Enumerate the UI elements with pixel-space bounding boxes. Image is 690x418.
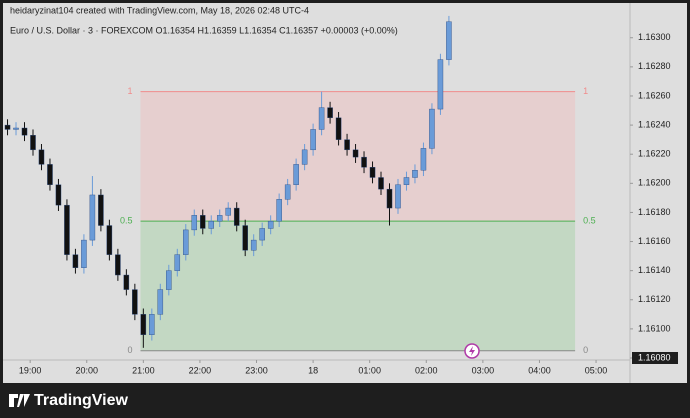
candle-body [81,239,87,268]
y-tick-label: 1.16160 [638,236,671,246]
y-tick-label: 1.16100 [638,323,671,333]
y-tick-label: 1.16200 [638,178,671,188]
candle-body [259,228,265,241]
candle-body [386,188,393,209]
candle-body [301,149,308,165]
candle-body [420,148,427,171]
candle-body [403,177,410,185]
candle-body [233,207,240,226]
candle-body [412,170,418,178]
candle-body [21,127,28,136]
candle-body [250,239,257,251]
x-tick-label: 01:00 [358,365,381,375]
candle-body [378,177,384,190]
y-tick-label: 1.16240 [638,119,671,129]
candle-body [13,127,19,130]
candle-body [149,314,155,335]
candle-body [38,149,45,165]
candle-body [47,164,53,185]
candle-body [191,215,198,231]
logo-mark [9,394,30,407]
candle-body [284,184,291,200]
candle-body [106,225,113,255]
chart-title: Euro / U.S. Dollar · 3 · FOREXCOM O1.163… [10,25,398,35]
y-tick-label: 1.16140 [638,265,671,275]
logo [9,394,30,407]
candle-body [64,204,70,255]
candle-body [276,199,282,222]
fib-label: 1 [127,86,132,96]
candle-body [89,194,96,241]
brand: TradingView [34,392,129,409]
candle-body [293,164,299,185]
candle-body [352,149,359,158]
fib-label: 0.5 [583,216,596,226]
y-tick-label: 1.16280 [638,61,671,71]
candle-body [446,21,452,60]
candle-body [208,220,214,229]
x-tick-label: 19:00 [19,365,42,375]
candle-body [123,274,130,290]
x-tick-label: 23:00 [245,365,268,375]
candle-body [200,215,206,229]
x-tick-label: 04:00 [528,365,551,375]
candle-body [344,139,350,151]
candle-body [327,107,333,119]
x-tick-label: 03:00 [472,365,495,375]
y-tick-label: 1.16260 [638,90,671,100]
candle-body [140,314,147,335]
candle-body [318,107,325,130]
fib-label: 0 [583,345,588,355]
candle-body [132,289,138,315]
candle-body [395,184,401,209]
y-tick-highlight [632,352,678,364]
fib-zone [140,221,576,351]
x-tick-label: 02:00 [415,365,438,375]
candle-body [4,124,11,130]
candle-body [183,229,189,255]
y-tick-label: 1.16300 [638,32,671,42]
x-tick-label: 20:00 [75,365,98,375]
y-tick-label: 1.16120 [638,294,671,304]
y-tick-label: 1.16180 [638,207,671,217]
x-tick-label: 05:00 [585,365,608,375]
candle-body [242,225,248,251]
plot: 1 1 0.5 0.5 0 0 [4,15,596,355]
candle-body [225,207,231,216]
fib-label: 1 [583,86,588,96]
x-tick-label: 21:00 [132,365,155,375]
candle-body [429,108,435,149]
candle-body [216,215,223,222]
candle-body [30,135,36,151]
candle-body [437,59,444,110]
x-tick-label: 22:00 [189,365,212,375]
candle-body [310,129,316,151]
candle-body [267,220,274,229]
lightning-glyph [469,346,475,356]
candle-body [166,270,172,290]
candle-body [98,194,104,226]
fib-label: 0 [127,345,132,355]
candle-body [361,156,367,168]
candle-body [369,167,376,178]
fib-label: 0.5 [120,216,133,226]
candle-body [55,184,62,206]
candle-body [115,254,121,276]
y-tick-label: 1.16080 [638,352,671,362]
candle-body [174,254,181,271]
candle-body [157,289,164,315]
credit: heidaryzinat104 created with TradingView… [10,5,309,15]
candle-body [72,254,79,268]
candle-body [335,117,342,140]
y-tick-label: 1.16220 [638,149,671,159]
x-tick-label: 18 [308,365,318,375]
